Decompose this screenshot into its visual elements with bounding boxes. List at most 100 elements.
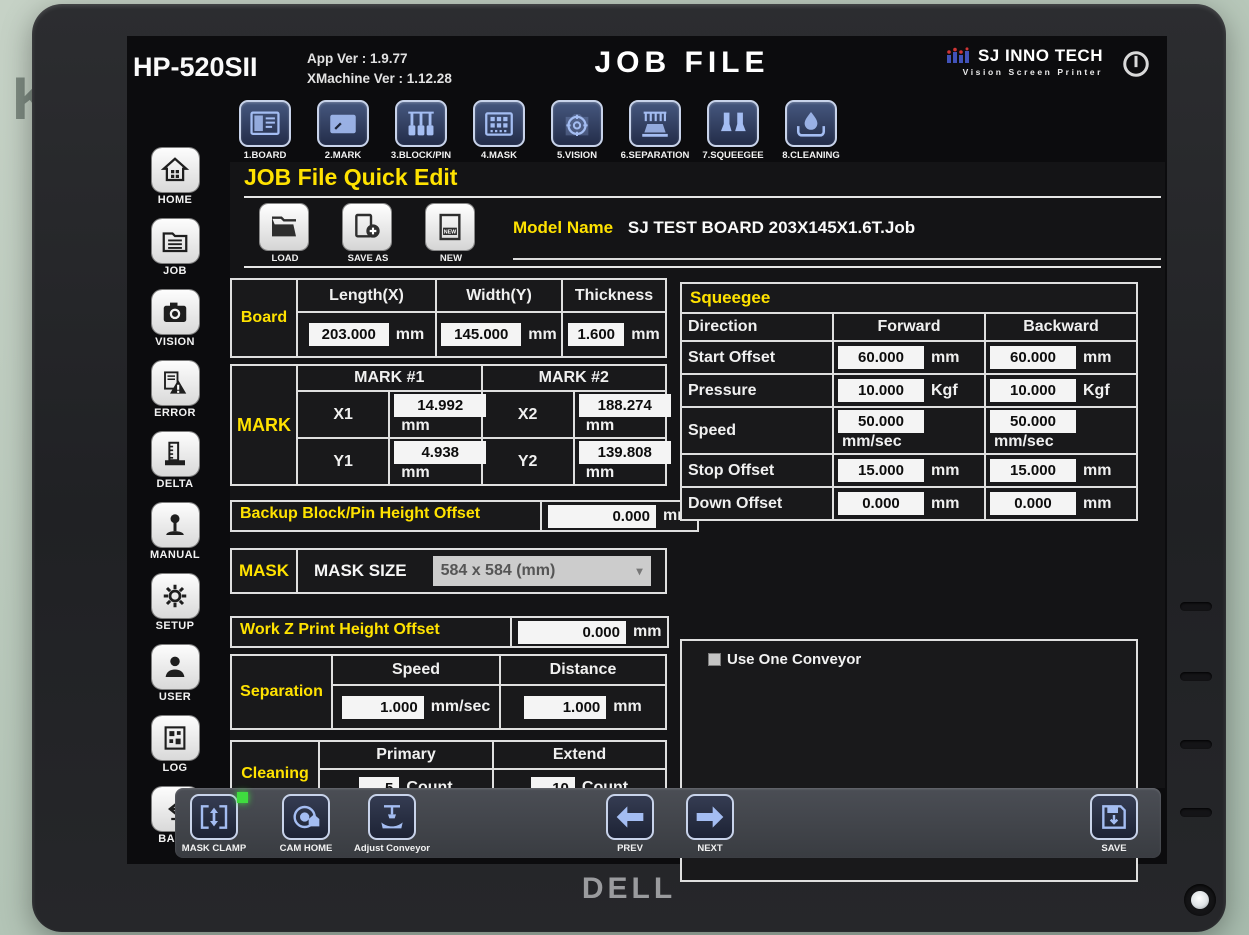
tab-mark[interactable]: 2.MARK	[307, 100, 379, 161]
board-thickness-input[interactable]: 1.600	[568, 323, 625, 346]
monitor-menu-button[interactable]	[1180, 602, 1212, 611]
mark-y1-input[interactable]: 4.938	[394, 441, 487, 464]
machine-model: HP-520SII	[133, 52, 258, 82]
squeegee-row-down-offset: Down Offset 0.000 mm 0.000 mm	[680, 486, 1138, 521]
board-header-width: Width(Y)	[435, 278, 563, 313]
backup-offset-input[interactable]: 0.000	[548, 504, 656, 528]
squeegee-speed-fwd-input[interactable]: 50.000	[838, 410, 924, 433]
mask-clamp-button[interactable]: MASK CLAMP	[171, 792, 257, 854]
monitor-power-button[interactable]	[1184, 884, 1216, 916]
version-info: App Ver : 1.9.77 XMachine Ver : 1.12.28	[307, 49, 452, 90]
adjust-conveyor-button[interactable]: Adjust Conveyor	[349, 794, 435, 854]
sidebar-item-setup[interactable]: SETUP	[151, 574, 199, 632]
cleaning-icon	[785, 100, 837, 147]
tab-mask[interactable]: 4.MASK	[463, 100, 535, 161]
job-tabs: 1.BOARD 2.MARK 3.BLOCK/PIN 4.MASK 5.VISI…	[229, 100, 847, 161]
tab-separation[interactable]: 6.SEPARATION	[619, 100, 691, 161]
mark-y2-label: Y2	[480, 437, 575, 486]
separation-speed-input[interactable]: 1.000	[341, 695, 424, 719]
squeegee-stop-offset-bwd-input[interactable]: 15.000	[990, 459, 1076, 482]
board-icon	[239, 100, 291, 147]
sidebar-item-user[interactable]: USER	[151, 645, 199, 703]
sidebar-item-manual[interactable]: MANUAL	[150, 503, 200, 561]
app-version: App Ver : 1.9.77	[307, 51, 408, 66]
monitor-menu-button[interactable]	[1180, 808, 1212, 817]
sidebar-item-job[interactable]: JOB	[151, 219, 199, 277]
use-one-conveyor-option[interactable]: Use One Conveyor	[708, 651, 1136, 668]
sidebar-item-delta[interactable]: DELTA	[151, 432, 199, 490]
squeegee-table: Squeegee Direction Forward Backward Star…	[680, 282, 1138, 521]
board-length-input[interactable]: 203.000	[308, 323, 389, 346]
mark-label: MARK	[230, 364, 298, 486]
monitor-bezel: HP-520SII App Ver : 1.9.77 XMachine Ver …	[32, 4, 1226, 932]
power-icon[interactable]	[1121, 49, 1151, 79]
board-header-length: Length(X)	[296, 278, 437, 313]
load-folder-icon	[260, 204, 308, 250]
sidebar-item-error[interactable]: ERROR	[151, 361, 199, 419]
squeegee-pressure-fwd-input[interactable]: 10.000	[838, 379, 924, 402]
save-as-icon	[343, 204, 391, 250]
tab-vision[interactable]: 5.VISION	[541, 100, 613, 161]
board-header-thickness: Thickness	[561, 278, 667, 313]
bottom-action-bar: MASK CLAMP CAM HOME Adjust Conveyor PREV…	[175, 788, 1161, 858]
arrow-right-icon	[686, 794, 734, 840]
mask-size-dropdown[interactable]: 584 x 584 (mm) ▾	[432, 556, 651, 586]
separation-distance-header: Distance	[499, 654, 667, 686]
new-file-icon	[426, 204, 474, 250]
mark-x1-input[interactable]: 14.992	[394, 394, 487, 417]
vision-target-icon	[551, 100, 603, 147]
error-warning-icon	[151, 361, 199, 405]
job-folder-icon	[151, 219, 199, 263]
squeegee-speed-bwd-input[interactable]: 50.000	[990, 410, 1076, 433]
tab-cleaning[interactable]: 8.CLEANING	[775, 100, 847, 161]
block-pin-icon	[395, 100, 447, 147]
board-width-input[interactable]: 145.000	[441, 323, 522, 346]
board-label: Board	[230, 278, 298, 358]
cleaning-extend-header: Extend	[492, 740, 667, 770]
squeegee-pressure-bwd-input[interactable]: 10.000	[990, 379, 1076, 402]
save-as-button[interactable]: SAVE AS	[343, 204, 393, 264]
sidebar-item-log[interactable]: LOG	[151, 716, 199, 774]
monitor-brand-logo: DELL	[581, 872, 677, 905]
monitor-menu-button[interactable]	[1180, 740, 1212, 749]
brand-subtitle: Vision Screen Printer	[962, 67, 1103, 77]
mask-grid-icon	[473, 100, 525, 147]
mark-table: MARK MARK #1 MARK #2 X1 14.992mm X2 188.…	[230, 364, 671, 486]
mark-icon	[317, 100, 369, 147]
separation-distance-input[interactable]: 1.000	[524, 695, 607, 719]
monitor-menu-button[interactable]	[1180, 672, 1212, 681]
mark-y2-input[interactable]: 139.808	[578, 441, 671, 464]
arrow-left-icon	[606, 794, 654, 840]
save-button[interactable]: SAVE	[1071, 794, 1157, 854]
squeegee-start-offset-fwd-input[interactable]: 60.000	[838, 346, 924, 369]
mark-x2-input[interactable]: 188.274	[578, 394, 671, 417]
sidebar-item-vision[interactable]: VISION	[151, 290, 199, 348]
sidebar-item-home[interactable]: HOME	[151, 148, 199, 206]
next-button[interactable]: NEXT	[667, 794, 753, 854]
tab-board[interactable]: 1.BOARD	[229, 100, 301, 161]
chevron-down-icon: ▾	[636, 564, 643, 578]
prev-button[interactable]: PREV	[587, 794, 673, 854]
left-settings-column: Board Length(X) Width(Y) Thickness 203.0…	[230, 278, 700, 808]
load-button[interactable]: LOAD	[260, 204, 310, 264]
work-z-offset-input[interactable]: 0.000	[518, 620, 626, 644]
mark1-header: MARK #1	[296, 364, 483, 392]
squeegee-backward-header: Backward	[984, 312, 1138, 342]
squeegee-stop-offset-fwd-input[interactable]: 15.000	[838, 459, 924, 482]
ruler-icon	[151, 432, 199, 476]
cam-home-button[interactable]: CAM HOME	[263, 794, 349, 854]
new-button[interactable]: NEW	[426, 204, 476, 264]
tab-block-pin[interactable]: 3.BLOCK/PIN	[385, 100, 457, 161]
tab-squeegee[interactable]: 7.SQUEEGEE	[697, 100, 769, 161]
log-icon	[151, 716, 199, 760]
model-name-value: SJ TEST BOARD 203X145X1.6T.Job	[627, 218, 916, 237]
squeegee-down-offset-bwd-input[interactable]: 0.000	[990, 492, 1076, 515]
squeegee-down-offset-fwd-input[interactable]: 0.000	[838, 492, 924, 515]
backup-offset-row: Backup Block/Pin Height Offset 0.000 mm	[230, 500, 700, 532]
backup-offset-label: Backup Block/Pin Height Offset	[230, 500, 542, 532]
mark-x2-label: X2	[480, 390, 575, 439]
touch-screen: HP-520SII App Ver : 1.9.77 XMachine Ver …	[127, 36, 1167, 882]
squeegee-start-offset-bwd-input[interactable]: 60.000	[990, 346, 1076, 369]
separation-label: Separation	[230, 654, 333, 730]
squeegee-title: Squeegee	[680, 282, 1138, 314]
